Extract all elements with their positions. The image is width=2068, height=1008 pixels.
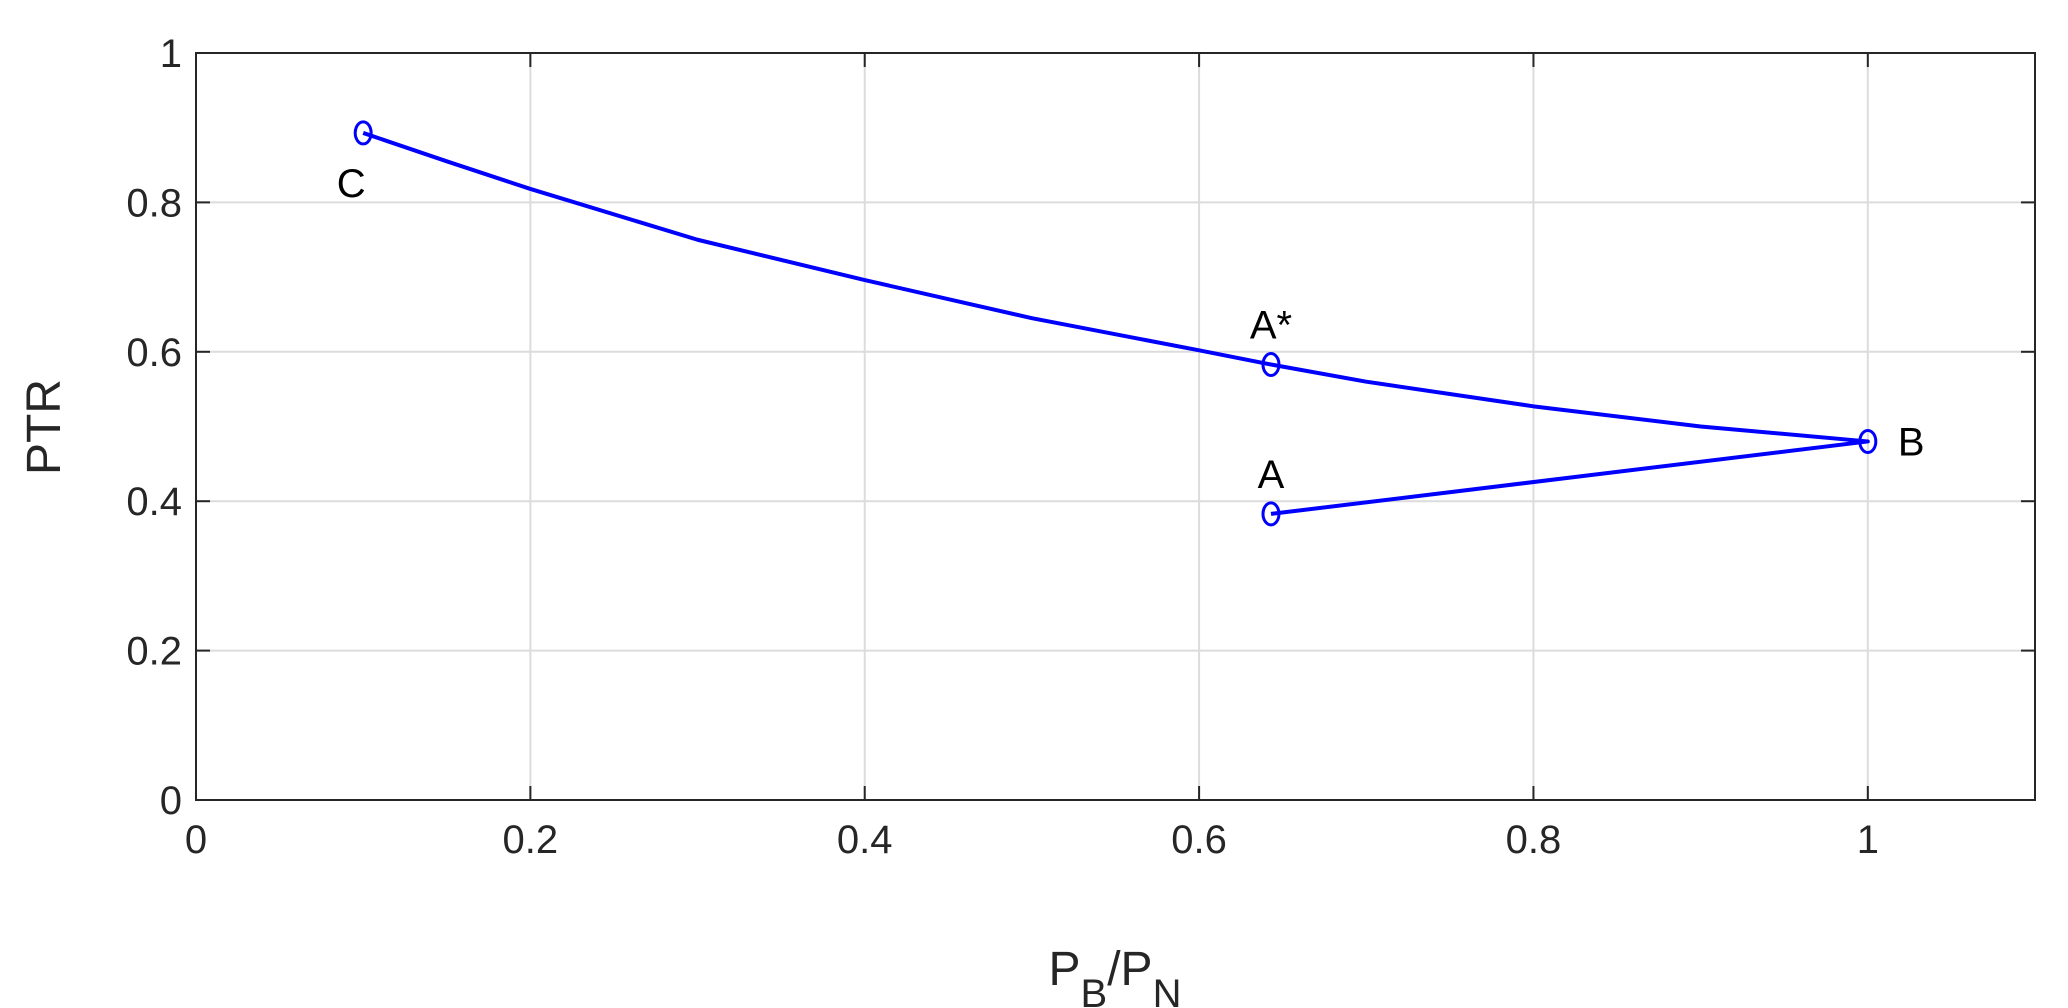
marker (1858, 428, 1878, 454)
x-tick-label: 0.6 (1171, 818, 1227, 862)
y-axis-label: PTR (18, 379, 71, 475)
x-tick-label: 0 (185, 818, 207, 862)
marker (1261, 351, 1281, 377)
x-axis-label-part: P (1049, 943, 1081, 996)
x-axis-label-part: /P (1107, 943, 1152, 996)
point-label: A (1258, 453, 1285, 497)
x-axis-label: PB/PN (1049, 943, 1182, 1008)
point-label: C (337, 162, 366, 206)
x-tick-label: 0.2 (503, 818, 559, 862)
y-tick-label: 0.6 (126, 331, 182, 375)
y-tick-label: 0.8 (126, 181, 182, 225)
point-label: B (1898, 420, 1925, 464)
y-tick-label: 1 (160, 32, 182, 76)
axes-box (195, 52, 2036, 801)
point-label: A* (1250, 303, 1292, 347)
y-tick-label: 0 (160, 779, 182, 823)
marker (1261, 501, 1281, 527)
data-line (362, 131, 1870, 516)
y-tick-label: 0.2 (126, 630, 182, 674)
x-tick-label: 0.8 (1506, 818, 1562, 862)
x-axis-label-part: B (1081, 972, 1108, 1008)
y-tick-label: 0.4 (126, 480, 182, 524)
x-tick-label: 1 (1857, 818, 1879, 862)
marker (353, 120, 373, 146)
x-tick-label: 0.4 (837, 818, 893, 862)
x-axis-label-part: N (1153, 972, 1182, 1008)
